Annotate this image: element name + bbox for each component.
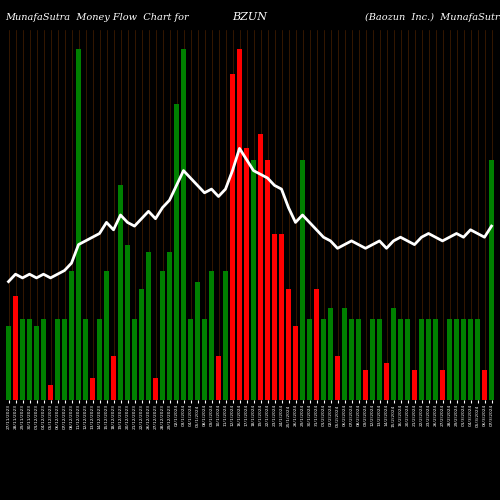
Bar <box>154 378 158 400</box>
Bar <box>238 48 242 400</box>
Bar <box>140 289 143 400</box>
Bar <box>118 186 122 400</box>
Bar <box>356 318 360 400</box>
Bar <box>476 318 480 400</box>
Bar <box>216 356 220 400</box>
Bar <box>202 318 206 400</box>
Bar <box>370 318 374 400</box>
Bar <box>252 160 256 400</box>
Bar <box>406 318 409 400</box>
Bar <box>434 318 438 400</box>
Bar <box>28 318 32 400</box>
Bar <box>70 270 73 400</box>
Bar <box>126 244 130 400</box>
Bar <box>90 378 94 400</box>
Bar <box>62 318 66 400</box>
Bar <box>188 318 192 400</box>
Bar <box>272 234 276 400</box>
Bar <box>258 134 262 400</box>
Bar <box>384 363 388 400</box>
Bar <box>84 318 87 400</box>
Bar <box>322 318 326 400</box>
Bar <box>244 148 248 400</box>
Bar <box>448 318 452 400</box>
Bar <box>468 318 472 400</box>
Bar <box>42 318 46 400</box>
Bar <box>286 289 290 400</box>
Bar <box>412 370 416 400</box>
Bar <box>224 270 228 400</box>
Bar <box>76 48 80 400</box>
Bar <box>132 318 136 400</box>
Bar <box>112 356 116 400</box>
Bar <box>230 74 234 400</box>
Bar <box>482 370 486 400</box>
Bar <box>174 104 178 400</box>
Bar <box>336 356 340 400</box>
Bar <box>350 318 354 400</box>
Bar <box>34 326 38 400</box>
Bar <box>398 318 402 400</box>
Bar <box>364 370 368 400</box>
Bar <box>314 289 318 400</box>
Bar <box>266 160 270 400</box>
Bar <box>300 160 304 400</box>
Text: MunafaSutra  Money Flow  Chart for: MunafaSutra Money Flow Chart for <box>5 12 188 22</box>
Bar <box>440 370 444 400</box>
Bar <box>48 385 52 400</box>
Text: (Baozun  Inc.)  MunafaSutra.c: (Baozun Inc.) MunafaSutra.c <box>365 12 500 22</box>
Bar <box>14 296 18 400</box>
Bar <box>490 160 494 400</box>
Bar <box>420 318 424 400</box>
Bar <box>342 308 346 400</box>
Bar <box>328 308 332 400</box>
Bar <box>146 252 150 400</box>
Bar <box>182 48 186 400</box>
Bar <box>56 318 60 400</box>
Bar <box>168 252 172 400</box>
Bar <box>20 318 24 400</box>
Bar <box>104 270 108 400</box>
Bar <box>308 318 312 400</box>
Bar <box>280 234 283 400</box>
Bar <box>210 270 214 400</box>
Bar <box>294 326 298 400</box>
Bar <box>392 308 396 400</box>
Bar <box>6 326 10 400</box>
Bar <box>426 318 430 400</box>
Bar <box>160 270 164 400</box>
Bar <box>454 318 458 400</box>
Text: BZUN: BZUN <box>232 12 268 22</box>
Bar <box>196 282 200 400</box>
Bar <box>98 318 102 400</box>
Bar <box>378 318 382 400</box>
Bar <box>462 318 466 400</box>
